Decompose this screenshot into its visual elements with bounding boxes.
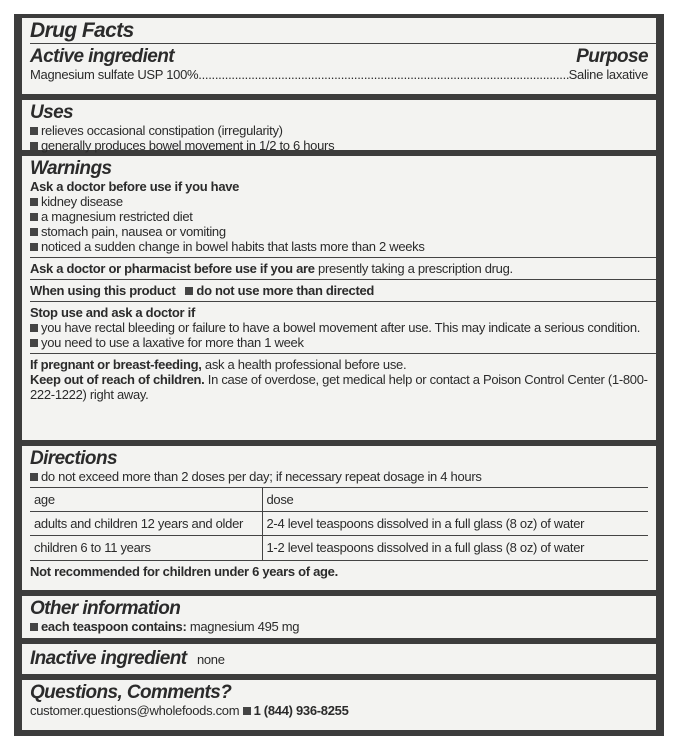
age-note: Not recommended for children under 6 yea… bbox=[30, 559, 648, 579]
list-item: stomach pain, nausea or vomiting bbox=[30, 224, 648, 239]
directions-heading: Directions bbox=[30, 448, 118, 469]
ask-pharmacist-warning: Ask a doctor or pharmacist before use if… bbox=[30, 261, 513, 276]
drug-facts-title: Drug Facts bbox=[30, 19, 134, 42]
list-item: generally produces bowel movement in 1/2… bbox=[30, 138, 648, 153]
warnings-heading: Warnings bbox=[30, 158, 112, 179]
ask-doctor-heading: Ask a doctor before use if you have bbox=[30, 179, 240, 194]
ingredient-name: Magnesium sulfate USP 100% bbox=[30, 67, 199, 82]
table-row: children 6 to 11 years 1-2 level teaspoon… bbox=[30, 535, 648, 560]
active-ingredient-section: Drug Facts Active ingredient Purpose Mag… bbox=[22, 18, 656, 94]
inactive-ingredient-heading: Inactive ingredient bbox=[30, 648, 187, 669]
active-ingredient-heading: Active ingredient bbox=[30, 46, 175, 67]
list-item: do not exceed more than 2 doses per day;… bbox=[30, 469, 648, 484]
list-item: kidney disease bbox=[30, 194, 648, 209]
phone-number[interactable]: 1 (844) 936-8255 bbox=[253, 703, 349, 718]
pregnancy-warning: If pregnant or breast-feeding, ask a hea… bbox=[30, 357, 407, 372]
dosage-table: age dose adults and children 12 years and… bbox=[30, 487, 648, 560]
questions-section: Questions, Comments? customer.questions@… bbox=[22, 680, 656, 730]
inactive-ingredient-section: Inactive ingredient none bbox=[22, 644, 656, 674]
when-using-warning: When using this product do not use more … bbox=[30, 283, 375, 298]
table-row: adults and children 12 years and older 2-… bbox=[30, 511, 648, 536]
list-item: you need to use a laxative for more than… bbox=[30, 335, 648, 350]
list-item: you have rectal bleeding or failure to h… bbox=[30, 320, 648, 335]
table-header-row: age dose bbox=[30, 487, 648, 512]
drug-facts-label: Drug Facts Active ingredient Purpose Mag… bbox=[14, 14, 664, 736]
purpose-heading: Purpose bbox=[576, 46, 648, 67]
leader-dots: ........................................… bbox=[198, 67, 569, 82]
purpose-value: Saline laxative bbox=[568, 67, 648, 82]
directions-section: Directions do not exceed more than 2 dos… bbox=[22, 446, 656, 590]
other-information-section: Other information each teaspoon contains… bbox=[22, 596, 656, 638]
uses-heading: Uses bbox=[30, 102, 74, 123]
uses-section: Uses relieves occasional constipation (i… bbox=[22, 100, 656, 153]
inactive-ingredient-value: none bbox=[196, 652, 225, 667]
other-information-heading: Other information bbox=[30, 598, 181, 619]
warnings-section: Warnings Ask a doctor before use if you … bbox=[22, 156, 656, 440]
children-warning: Keep out of reach of children. In case o… bbox=[30, 372, 648, 402]
list-item: each teaspoon contains: magnesium 495 mg bbox=[30, 619, 648, 634]
stop-use-heading: Stop use and ask a doctor if bbox=[30, 305, 195, 320]
list-item: relieves occasional constipation (irregu… bbox=[30, 123, 648, 138]
list-item: noticed a sudden change in bowel habits … bbox=[30, 239, 648, 254]
questions-heading: Questions, Comments? bbox=[30, 682, 232, 703]
list-item: a magnesium restricted diet bbox=[30, 209, 648, 224]
email-link[interactable]: customer.questions@wholefoods.com bbox=[30, 703, 240, 718]
